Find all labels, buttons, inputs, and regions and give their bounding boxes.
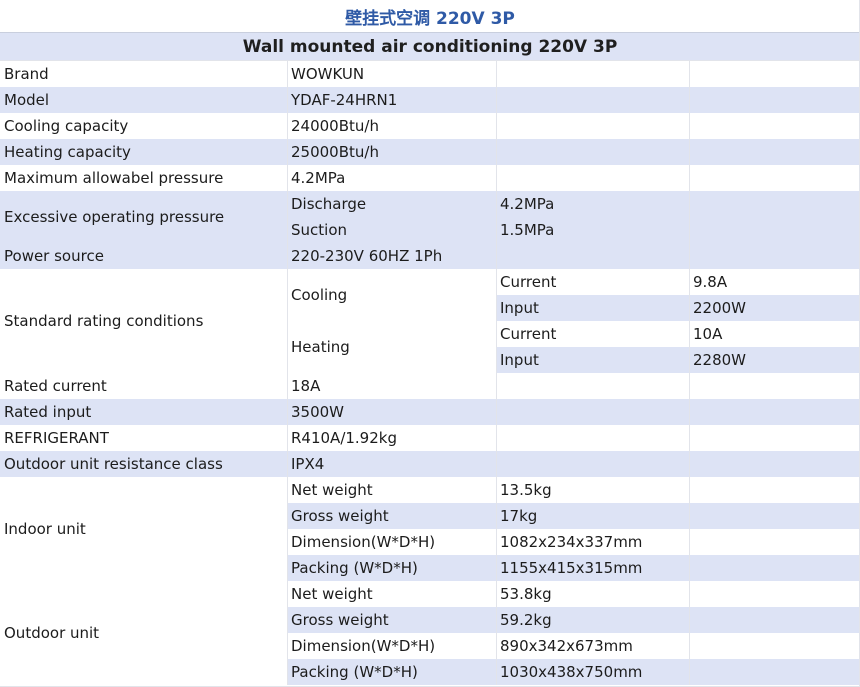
grid-line xyxy=(0,60,860,61)
outdoor-packing-label: Packing (W*D*H) xyxy=(287,659,496,685)
indoor-packing-value: 1155x415x315mm xyxy=(496,555,860,581)
brand-label: Brand xyxy=(0,61,287,87)
discharge-value: 4.2MPa xyxy=(496,191,860,217)
rated-input-label: Rated input xyxy=(0,399,287,425)
std-cooling-current-value: 9.8A xyxy=(689,269,860,295)
outdoor-gross-weight-label: Gross weight xyxy=(287,607,496,633)
resistance-class-label: Outdoor unit resistance class xyxy=(0,451,287,477)
cooling-capacity-label: Cooling capacity xyxy=(0,113,287,139)
std-heating-input-label: Input xyxy=(496,347,689,373)
indoor-gross-weight-label: Gross weight xyxy=(287,503,496,529)
std-heating-input-value: 2280W xyxy=(689,347,860,373)
std-cooling-current-label: Current xyxy=(496,269,689,295)
outdoor-unit-label: Outdoor unit xyxy=(0,581,287,685)
grid-line xyxy=(496,61,497,685)
std-heating-current-label: Current xyxy=(496,321,689,347)
outdoor-dimension-value: 890x342x673mm xyxy=(496,633,860,659)
outdoor-net-weight-label: Net weight xyxy=(287,581,496,607)
indoor-net-weight-value: 13.5kg xyxy=(496,477,860,503)
indoor-unit-label: Indoor unit xyxy=(0,477,287,581)
heating-capacity-label: Heating capacity xyxy=(0,139,287,165)
outdoor-packing-value: 1030x438x750mm xyxy=(496,659,860,685)
table-title-english: Wall mounted air conditioning 220V 3P xyxy=(0,33,860,60)
outdoor-gross-weight-value: 59.2kg xyxy=(496,607,860,633)
rated-current-value: 18A xyxy=(287,373,860,399)
max-pressure-value: 4.2MPa xyxy=(287,165,860,191)
outdoor-net-weight-value: 53.8kg xyxy=(496,581,860,607)
heating-capacity-value: 25000Btu/h xyxy=(287,139,860,165)
table-title-chinese: 壁挂式空调 220V 3P xyxy=(0,0,860,33)
std-heating-label: Heating xyxy=(287,321,496,373)
model-value: YDAF-24HRN1 xyxy=(287,87,860,113)
refrigerant-label: REFRIGERANT xyxy=(0,425,287,451)
outdoor-dimension-label: Dimension(W*D*H) xyxy=(287,633,496,659)
indoor-net-weight-label: Net weight xyxy=(287,477,496,503)
brand-value: WOWKUN xyxy=(287,61,860,87)
refrigerant-value: R410A/1.92kg xyxy=(287,425,860,451)
power-source-label: Power source xyxy=(0,243,287,269)
max-pressure-label: Maximum allowabel pressure xyxy=(0,165,287,191)
indoor-dimension-value: 1082x234x337mm xyxy=(496,529,860,555)
excessive-pressure-label: Excessive operating pressure xyxy=(0,191,287,243)
indoor-packing-label: Packing (W*D*H) xyxy=(287,555,496,581)
std-cooling-input-label: Input xyxy=(496,295,689,321)
model-label: Model xyxy=(0,87,287,113)
rated-input-value: 3500W xyxy=(287,399,860,425)
cooling-capacity-value: 24000Btu/h xyxy=(287,113,860,139)
suction-value: 1.5MPa xyxy=(496,217,860,243)
suction-label: Suction xyxy=(287,217,496,243)
indoor-dimension-label: Dimension(W*D*H) xyxy=(287,529,496,555)
std-cooling-input-value: 2200W xyxy=(689,295,860,321)
indoor-gross-weight-value: 17kg xyxy=(496,503,860,529)
discharge-label: Discharge xyxy=(287,191,496,217)
grid-line xyxy=(287,61,288,685)
std-heating-current-value: 10A xyxy=(689,321,860,347)
power-source-value: 220-230V 60HZ 1Ph xyxy=(287,243,860,269)
grid-line xyxy=(689,61,690,685)
standard-rating-label: Standard rating conditions xyxy=(0,269,287,373)
resistance-class-value: IPX4 xyxy=(287,451,860,477)
std-cooling-label: Cooling xyxy=(287,269,496,321)
rated-current-label: Rated current xyxy=(0,373,287,399)
